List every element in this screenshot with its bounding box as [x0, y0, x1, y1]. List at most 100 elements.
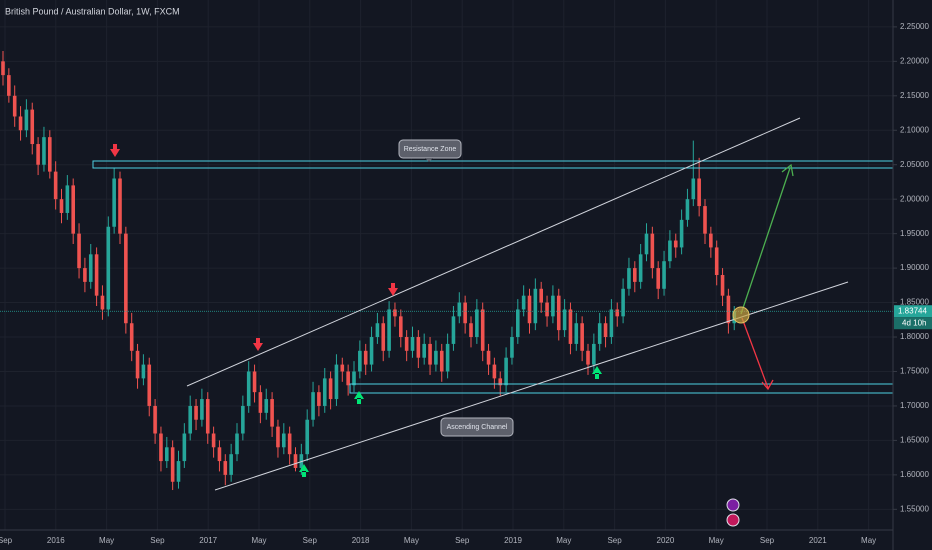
- countdown-label: 4d 10h: [902, 318, 926, 327]
- candle-body: [311, 392, 315, 420]
- last-price-box: [894, 305, 932, 318]
- candle-body: [118, 178, 122, 234]
- candle-body: [451, 316, 456, 344]
- candle-body: [124, 233, 128, 324]
- candle-body: [434, 350, 438, 365]
- candle-body: [668, 240, 672, 262]
- y-tick-label: 2.20000: [900, 56, 929, 65]
- candle-body: [88, 254, 93, 282]
- candle-body: [135, 350, 140, 379]
- candle-body: [475, 309, 479, 338]
- candle-body: [703, 206, 707, 234]
- x-tick-label: Sep: [0, 536, 13, 545]
- candle-body: [241, 405, 245, 434]
- candle-body: [545, 302, 549, 317]
- candle-body: [533, 288, 538, 324]
- x-tick-label: 2018: [352, 536, 370, 545]
- candle-body: [504, 357, 508, 386]
- candle-body: [416, 337, 421, 358]
- candle-body: [714, 247, 719, 275]
- candle-body: [375, 323, 380, 338]
- touch-point: [732, 306, 750, 324]
- y-tick-label: 1.70000: [900, 401, 929, 410]
- y-tick-label: 1.95000: [900, 229, 929, 238]
- candle-body: [282, 433, 286, 448]
- axes: 1.55000 1.60000 1.65000 1.70000 1.75000 1.800…: [0, 22, 932, 545]
- candle-body: [627, 268, 631, 289]
- y-tick-label: 1.85000: [900, 298, 929, 307]
- candle-body: [18, 116, 23, 131]
- candle-body: [270, 399, 274, 427]
- up-arrow-line: [740, 167, 791, 315]
- channel-upper: [186, 117, 801, 387]
- candle-body: [516, 309, 520, 338]
- candle-body: [399, 316, 403, 338]
- annotation-pointer: [425, 158, 433, 162]
- y-tick-label: 2.00000: [900, 194, 929, 203]
- x-tick-label: May: [709, 536, 724, 545]
- candle-body: [586, 350, 590, 365]
- candle-body: [685, 199, 690, 220]
- candle-body: [673, 240, 678, 248]
- y-tick-label: 2.05000: [900, 160, 929, 169]
- candle-body: [492, 364, 497, 379]
- candle-body: [94, 254, 99, 296]
- candle-body: [410, 337, 415, 351]
- candle-body: [205, 399, 210, 434]
- candle-body: [159, 433, 163, 462]
- candle-body: [615, 309, 620, 317]
- candle-body: [59, 199, 64, 213]
- candle-body: [299, 454, 304, 468]
- candle-body: [153, 405, 157, 434]
- event-icon[interactable]: [726, 513, 740, 527]
- candle-body: [422, 343, 426, 358]
- candle-body: [141, 364, 146, 379]
- candle-body: [592, 343, 596, 365]
- candle-body: [176, 461, 181, 482]
- candle-body: [726, 295, 731, 324]
- candle-body: [30, 109, 35, 145]
- candle-body: [457, 302, 462, 317]
- green-markers: [299, 366, 602, 477]
- candle-body: [305, 419, 309, 455]
- up-marker: [299, 464, 309, 477]
- candle-body: [369, 337, 374, 365]
- chart-title: British Pound / Australian Dollar, 1W, F…: [5, 6, 180, 16]
- candle-body: [352, 371, 356, 386]
- x-tick-label: Sep: [760, 536, 775, 545]
- candle-body: [346, 371, 350, 386]
- y-tick-label: 1.80000: [900, 332, 929, 341]
- annotation: Ascending Channel: [447, 424, 508, 431]
- candle-body: [246, 371, 251, 406]
- x-tick-label: May: [556, 536, 571, 545]
- candle-body: [65, 185, 70, 213]
- candle-body: [633, 268, 637, 282]
- candle-body: [358, 350, 362, 372]
- x-tick-label: 2019: [504, 536, 522, 545]
- candle-body: [609, 309, 614, 338]
- candle-body: [650, 233, 655, 269]
- candle-body: [621, 288, 625, 317]
- candle-body: [445, 343, 450, 372]
- candle-body: [679, 219, 684, 248]
- candle-body: [469, 323, 473, 338]
- annotation: Resistance Zone: [404, 146, 457, 153]
- candle-body: [287, 433, 292, 455]
- candle-body: [100, 295, 105, 310]
- candle-body: [381, 323, 386, 351]
- candle-body: [106, 226, 111, 310]
- event-icon[interactable]: [726, 498, 740, 512]
- candle-body: [580, 323, 584, 351]
- candle-body: [720, 274, 725, 296]
- candle-body: [527, 295, 532, 324]
- candle-body: [129, 323, 134, 351]
- up-arrow-head: [781, 163, 794, 177]
- candle-body: [7, 75, 11, 96]
- candle-body: [463, 302, 467, 324]
- down-marker: [253, 338, 263, 351]
- candle-body: [83, 268, 87, 282]
- candle-body: [112, 178, 116, 227]
- candle-body: [334, 364, 339, 400]
